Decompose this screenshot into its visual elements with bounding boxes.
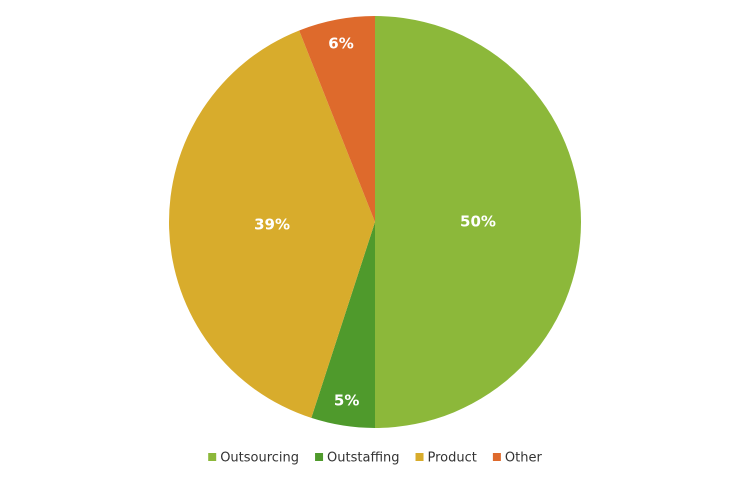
legend-label: Product	[428, 451, 477, 466]
legend-swatch	[415, 453, 424, 461]
pie-slice	[169, 30, 375, 418]
legend-swatch	[492, 453, 501, 461]
legend-label: Outstaffing	[327, 451, 399, 466]
legend-label: Other	[505, 451, 543, 466]
legend-swatch	[208, 453, 217, 461]
data-label: 5%	[334, 392, 359, 410]
pie-slice	[311, 222, 375, 428]
data-label: 6%	[328, 34, 353, 52]
pie-slice	[299, 16, 375, 222]
legend-label: Outsourcing	[220, 451, 299, 466]
data-label: 39%	[254, 216, 290, 234]
legend: Outsourcing Outstaffing Product Other	[208, 451, 542, 466]
legend-swatch	[315, 453, 324, 461]
data-label: 50%	[460, 213, 496, 231]
pie-slice	[375, 16, 581, 428]
